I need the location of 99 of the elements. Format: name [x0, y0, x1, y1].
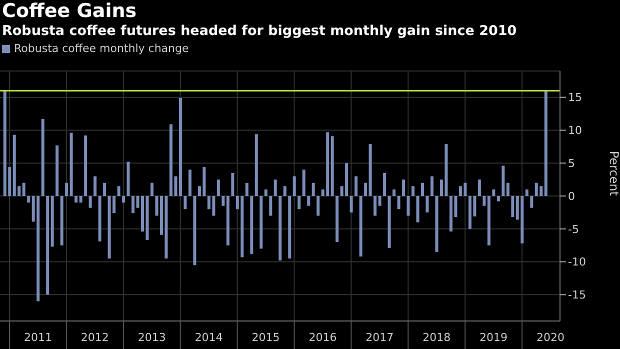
bar [41, 119, 44, 196]
bar [126, 162, 130, 196]
bar [274, 180, 277, 196]
y-tick-label: 10 [568, 124, 582, 138]
bar [364, 182, 368, 196]
bar [98, 196, 102, 242]
bar [178, 98, 182, 196]
x-tick-label: 2015 [252, 331, 280, 344]
bar [132, 196, 135, 214]
y-axis-title: Percent [606, 150, 620, 196]
y-tick-label: -5 [568, 222, 579, 236]
chart-subtitle: Robusta coffee futures headed for biggest monthly gain since 2010 [2, 23, 517, 39]
bar [254, 134, 258, 196]
bar [336, 196, 339, 242]
legend-label: Robusta coffee monthly change [14, 42, 189, 55]
x-tick-label: 2016 [308, 331, 337, 344]
bar [359, 196, 362, 257]
bar [312, 182, 315, 196]
bar [188, 170, 192, 196]
bar [544, 90, 548, 196]
bar [530, 196, 534, 208]
bar [435, 196, 438, 252]
bar [288, 196, 292, 258]
bar [245, 182, 248, 196]
bar [402, 180, 406, 196]
bar [222, 196, 225, 206]
bar [350, 196, 353, 212]
bar [392, 189, 396, 196]
bar [184, 196, 187, 210]
bar [216, 180, 220, 196]
bar [374, 196, 377, 216]
bar [27, 196, 30, 203]
bar [292, 176, 296, 196]
bar [406, 196, 410, 216]
bar [150, 182, 154, 196]
x-tick-label: 2017 [366, 331, 394, 344]
bar [302, 170, 306, 196]
bar [506, 182, 510, 196]
bar [316, 196, 320, 216]
x-tick-label: 2014 [194, 331, 223, 344]
bar [383, 172, 386, 196]
bar [250, 196, 254, 254]
bar [269, 196, 272, 216]
chart-title: Coffee Gains [2, 0, 137, 22]
bar [117, 186, 120, 196]
bar [122, 196, 126, 203]
y-tick-label: -10 [568, 256, 586, 269]
bar [502, 166, 505, 196]
bar [378, 196, 382, 206]
bar [307, 196, 310, 206]
bar [354, 176, 358, 196]
bar [283, 186, 286, 196]
bar [155, 196, 158, 216]
bar [478, 180, 481, 196]
bar [368, 144, 372, 196]
bar [421, 182, 424, 196]
bar [264, 189, 268, 196]
y-tick-label: 15 [568, 91, 582, 104]
bar [226, 196, 230, 246]
bar [278, 196, 282, 260]
bar [94, 176, 97, 196]
bar [330, 136, 334, 196]
bar [231, 172, 234, 196]
bar [260, 196, 263, 249]
x-tick-label: 2019 [480, 331, 508, 344]
x-tick-label: 2018 [422, 331, 451, 344]
bar [430, 176, 434, 196]
bar [79, 196, 82, 203]
bar [65, 182, 68, 196]
bar [487, 196, 490, 246]
y-tick-label: -15 [568, 288, 586, 302]
x-tick-label: 2012 [80, 331, 109, 344]
bar [412, 186, 415, 196]
bar [22, 182, 26, 196]
bar [60, 196, 64, 246]
bar [74, 196, 78, 203]
bar [103, 182, 106, 196]
bar [496, 196, 500, 202]
bar [397, 196, 400, 210]
bar [298, 196, 301, 210]
bar [482, 196, 486, 206]
bar [50, 196, 54, 247]
y-tick-label: 5 [568, 157, 575, 170]
bar [70, 132, 73, 196]
bar [56, 145, 59, 196]
bar [426, 196, 429, 212]
bar [84, 135, 88, 196]
x-tick-label: 2011 [24, 331, 52, 344]
bar [46, 196, 50, 295]
bar [492, 189, 496, 196]
bar [88, 196, 92, 208]
x-tick-label: 2013 [138, 331, 166, 344]
bar [416, 196, 420, 222]
bar [193, 196, 196, 266]
bar [388, 196, 391, 248]
bar [525, 189, 528, 196]
y-tick-label: 0 [568, 190, 575, 203]
x-tick-label: 2020 [536, 331, 565, 344]
bar [511, 196, 514, 218]
